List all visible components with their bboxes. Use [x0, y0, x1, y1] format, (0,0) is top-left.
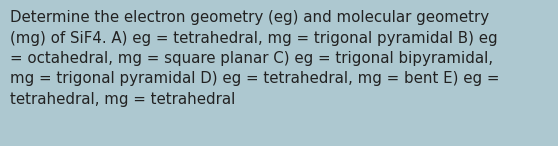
- Text: Determine the electron geometry (eg) and molecular geometry
(mg) of SiF4. A) eg : Determine the electron geometry (eg) and…: [10, 10, 499, 107]
